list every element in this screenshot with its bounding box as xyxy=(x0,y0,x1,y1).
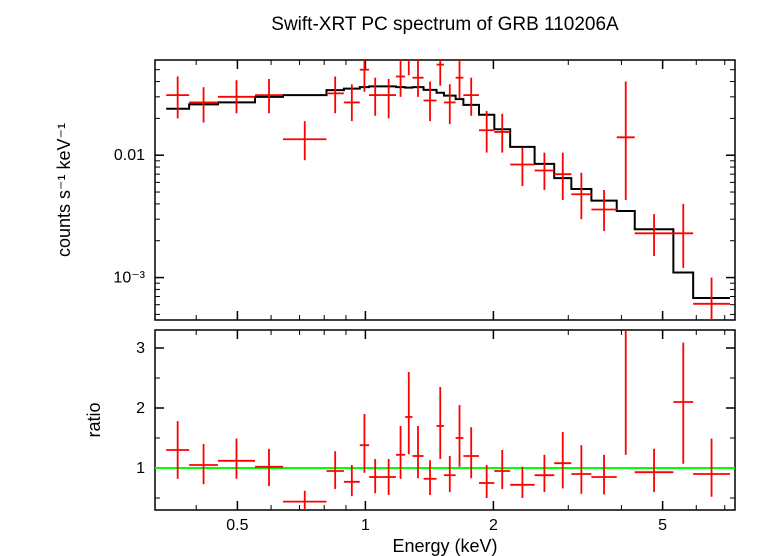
x-tick-label: 2 xyxy=(489,517,498,534)
x-axis-label: Energy (keV) xyxy=(392,536,497,556)
x-tick-label: 5 xyxy=(658,517,667,534)
y-lower-axis-label: ratio xyxy=(84,402,104,437)
y-upper-axis-label: counts s⁻¹ keV⁻¹ xyxy=(54,123,74,257)
spectrum-chart: Swift-XRT PC spectrum of GRB 110206A 0.5 1… xyxy=(0,0,758,556)
lower-data-group xyxy=(155,0,735,510)
y-upper-tick-label: 10⁻³ xyxy=(113,270,145,287)
x-tick-label: 0.5 xyxy=(226,517,248,534)
y-lower-tick-label: 1 xyxy=(136,460,145,477)
x-tick-label: 1 xyxy=(361,517,370,534)
chart-container: Swift-XRT PC spectrum of GRB 110206A 0.5 1… xyxy=(0,0,758,556)
y-lower-tick-label: 3 xyxy=(136,340,145,357)
chart-title: Swift-XRT PC spectrum of GRB 110206A xyxy=(271,14,619,35)
lower-panel-frame xyxy=(155,330,735,510)
model-line xyxy=(166,86,730,298)
y-upper-tick-label: 0.01 xyxy=(114,147,145,164)
y-lower-tick-label: 2 xyxy=(136,400,145,417)
upper-panel-frame xyxy=(155,60,735,320)
upper-data-group xyxy=(166,36,730,334)
